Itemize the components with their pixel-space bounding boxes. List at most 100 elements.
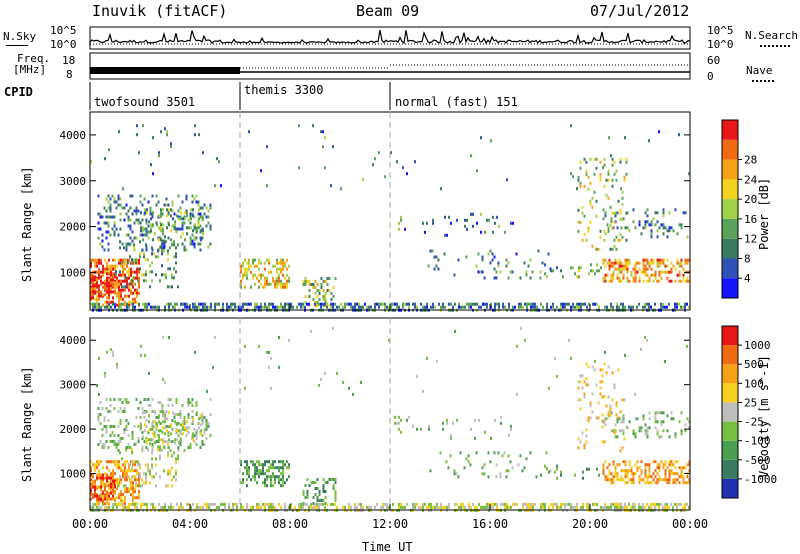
- heatmap-cell: [177, 422, 180, 425]
- heatmap-cell: [183, 428, 186, 431]
- heatmap-cell: [638, 429, 641, 433]
- heatmap-cell: [199, 242, 202, 246]
- heatmap-cell: [260, 463, 262, 467]
- heatmap-cell: [119, 475, 121, 479]
- heatmap-cell: [260, 302, 262, 306]
- heatmap-cell: [396, 302, 398, 306]
- heatmap-cell: [199, 446, 202, 449]
- heatmap-cell: [480, 230, 482, 234]
- heatmap-cell: [595, 166, 598, 170]
- heatmap-cell: [114, 267, 116, 271]
- heatmap-cell: [138, 496, 140, 500]
- heatmap-cell: [96, 297, 98, 301]
- heatmap-cell: [199, 212, 202, 216]
- heatmap-cell: [107, 230, 110, 234]
- heatmap-cell: [133, 282, 135, 286]
- heatmap-cell: [202, 229, 204, 233]
- heatmap-cell: [154, 420, 156, 424]
- heatmap-cell: [644, 432, 647, 436]
- heatmap-cell: [577, 175, 580, 179]
- heatmap-cell: [114, 485, 116, 489]
- heatmap-cell: [167, 258, 169, 262]
- heatmap-cell: [92, 482, 94, 486]
- heatmap-cell: [205, 422, 208, 425]
- heatmap-cell: [660, 270, 663, 274]
- heatmap-cell: [440, 305, 442, 309]
- heatmap-cell: [106, 466, 108, 470]
- heatmap-cell: [202, 420, 204, 424]
- heatmap-cell: [99, 401, 102, 404]
- heatmap-cell: [286, 258, 288, 262]
- heatmap-cell: [137, 425, 140, 428]
- heatmap-cell: [522, 502, 524, 506]
- heatmap-cell: [120, 264, 122, 268]
- heatmap-cell: [552, 302, 554, 306]
- heatmap-cell: [274, 264, 276, 268]
- heatmap-cell: [620, 505, 622, 509]
- heatmap-cell: [414, 305, 416, 309]
- heatmap-cell: [286, 279, 288, 283]
- heatmap-cell: [604, 273, 607, 277]
- heatmap-cell: [143, 481, 145, 485]
- heatmap-cell: [183, 422, 186, 425]
- heatmap-cell: [256, 305, 258, 309]
- heatmap-cell: [636, 261, 639, 265]
- heatmap-cell: [96, 473, 98, 477]
- heatmap-cell: [616, 475, 619, 479]
- heatmap-cell: [145, 410, 148, 413]
- heatmap-cell: [610, 276, 613, 280]
- heatmap-cell: [686, 475, 689, 479]
- heatmap-cell: [124, 294, 126, 298]
- heatmap-cell: [124, 478, 126, 482]
- heatmap-cell: [484, 302, 486, 306]
- heatmap-cell: [585, 377, 588, 381]
- heatmap-cell: [264, 276, 266, 280]
- heatmap-cell: [119, 246, 121, 250]
- heatmap-cell: [658, 226, 661, 230]
- heatmap-cell: [140, 426, 142, 430]
- heatmap-cell: [428, 424, 430, 428]
- heatmap-cell: [124, 499, 126, 503]
- heatmap-cell: [280, 282, 282, 286]
- heatmap-cell: [164, 426, 166, 430]
- heatmap-cell: [429, 249, 432, 253]
- heatmap-cell: [116, 282, 118, 286]
- heatmap-cell: [198, 302, 200, 306]
- heatmap-cell: [189, 215, 192, 219]
- heatmap-cell: [112, 267, 114, 271]
- heatmap-cell: [640, 505, 642, 509]
- heatmap-cell: [90, 505, 92, 509]
- heatmap-cell: [556, 464, 558, 468]
- heatmap-cell: [611, 247, 614, 251]
- heatmap-cell: [104, 284, 106, 288]
- heatmap-cell: [167, 398, 170, 401]
- y-tick-label-0-0: 1000: [60, 266, 87, 279]
- heatmap-cell: [232, 502, 234, 506]
- heatmap-cell: [200, 505, 202, 509]
- heatmap-cell: [163, 249, 165, 253]
- heatmap-cell: [374, 302, 376, 306]
- heatmap-cell: [286, 285, 288, 289]
- heatmap-cell: [680, 223, 683, 227]
- heatmap-cell: [97, 407, 100, 410]
- heatmap-cell: [270, 484, 272, 488]
- heatmap-cell: [116, 276, 118, 280]
- heatmap-cell: [248, 130, 250, 134]
- heatmap-cell: [124, 487, 126, 491]
- heatmap-cell: [109, 425, 112, 428]
- heatmap-cell: [494, 302, 496, 306]
- heatmap-cell: [177, 285, 179, 289]
- heatmap-cell: [274, 305, 276, 309]
- heatmap-cell: [439, 451, 442, 455]
- heatmap-cell: [609, 407, 612, 411]
- heatmap-cell: [98, 258, 100, 262]
- heatmap-cell: [432, 221, 434, 225]
- heatmap-cell: [118, 496, 120, 500]
- heatmap-cell: [620, 264, 623, 268]
- heatmap-cell: [354, 305, 356, 309]
- colorbar-swatch-1-7: [722, 345, 738, 365]
- heatmap-cell: [155, 472, 157, 476]
- heatmap-cell: [481, 270, 484, 274]
- heatmap-cell: [121, 401, 124, 404]
- heatmap-cell: [670, 261, 673, 265]
